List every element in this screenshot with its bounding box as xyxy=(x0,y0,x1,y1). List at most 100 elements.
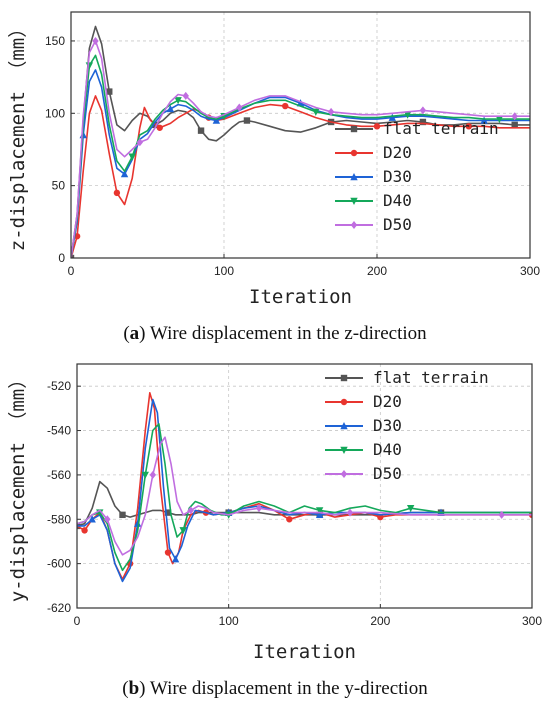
legend-marker xyxy=(350,221,358,229)
data-point xyxy=(182,91,189,100)
data-point xyxy=(212,116,221,124)
data-point xyxy=(403,111,412,119)
y-tick-label: -620 xyxy=(47,601,71,615)
data-point xyxy=(179,527,187,535)
legend-label: D40 xyxy=(373,440,402,459)
data-point xyxy=(495,115,504,124)
data-point xyxy=(236,103,243,112)
legend-label: D50 xyxy=(383,215,412,234)
y-tick-label: -580 xyxy=(47,512,71,526)
plot-frame xyxy=(70,11,531,259)
data-point xyxy=(511,121,518,129)
x-tick-label: 200 xyxy=(367,264,387,278)
legend-marker xyxy=(340,470,348,478)
data-point xyxy=(113,189,121,197)
data-point xyxy=(128,153,136,161)
y-tick-label: 0 xyxy=(58,251,65,265)
y-tick-label: 50 xyxy=(52,179,66,193)
y-axis-title: z-displacement （mm） xyxy=(7,19,29,251)
y-tick-label: 150 xyxy=(45,34,65,48)
x-tick-label: 100 xyxy=(214,264,234,278)
data-point xyxy=(85,62,94,70)
legend-marker xyxy=(340,374,348,382)
data-point xyxy=(136,138,144,147)
data-point xyxy=(315,510,324,519)
data-point xyxy=(312,108,320,116)
data-point xyxy=(286,516,293,523)
series-line-d40 xyxy=(71,54,530,258)
legend-marker xyxy=(340,446,348,454)
y-tick-label: 100 xyxy=(45,106,65,120)
data-point xyxy=(243,117,251,124)
data-point xyxy=(406,504,415,513)
legend-marker xyxy=(340,422,348,430)
legend-label: D40 xyxy=(383,191,412,210)
data-point xyxy=(498,510,505,519)
x-axis-title: Iteration xyxy=(249,286,352,308)
figure-caption: (a) Wire displacement in the z-direction xyxy=(123,323,427,344)
y-tick-label: -560 xyxy=(47,468,71,482)
data-point xyxy=(327,107,335,116)
data-point xyxy=(187,506,194,515)
legend: flat terrain D20 D30 D40 D50 xyxy=(325,368,489,483)
figure-caption: (b) Wire displacement in the y-direction xyxy=(122,678,428,699)
legend-label: flat terrain xyxy=(383,119,499,138)
data-point xyxy=(141,471,149,479)
data-point xyxy=(465,123,472,130)
legend-label: flat terrain xyxy=(373,368,489,387)
chart-z-displacement: 0 100 200 300 0 50 100 150 Iteration z-displaceme… xyxy=(7,11,540,344)
data-point xyxy=(419,106,427,115)
data-point xyxy=(511,112,518,121)
series-group xyxy=(71,25,530,258)
data-point xyxy=(149,470,157,479)
data-point xyxy=(166,104,175,113)
legend-marker xyxy=(350,173,358,181)
data-point xyxy=(133,519,142,527)
data-point xyxy=(373,123,381,130)
y-tick-label: -600 xyxy=(47,557,71,571)
legend-marker xyxy=(350,149,358,157)
x-tick-label: 300 xyxy=(520,264,540,278)
series-line-d20 xyxy=(77,392,532,580)
data-point xyxy=(315,507,324,515)
data-point xyxy=(164,509,172,516)
data-point xyxy=(81,527,88,534)
data-point xyxy=(388,113,396,121)
y-axis-title: y-displacement （mm） xyxy=(7,370,29,602)
x-tick-label: 100 xyxy=(219,614,239,628)
x-tick-label: 0 xyxy=(68,264,75,278)
x-tick-label: 200 xyxy=(370,614,390,628)
data-point xyxy=(171,555,180,563)
series-line-d40 xyxy=(77,423,532,572)
data-point xyxy=(419,118,427,126)
data-point xyxy=(164,549,172,556)
plot-frame xyxy=(76,363,533,609)
series-line-d50 xyxy=(77,436,532,556)
data-point xyxy=(255,504,263,513)
y-tick-label: -540 xyxy=(47,424,71,438)
x-tick-label: 0 xyxy=(74,614,81,628)
data-point xyxy=(197,127,205,134)
legend-label: D30 xyxy=(373,416,402,435)
data-point xyxy=(282,102,289,110)
legend: flat terrain D20 D30 D40 D50 xyxy=(335,119,499,234)
series-group xyxy=(77,392,532,583)
data-point xyxy=(71,254,75,258)
data-point xyxy=(174,97,182,105)
y-tick-label: -520 xyxy=(47,379,71,393)
data-point xyxy=(88,515,96,523)
data-point xyxy=(120,170,129,178)
data-point xyxy=(346,508,354,517)
legend-marker xyxy=(340,398,348,406)
legend-marker xyxy=(350,197,358,205)
legend-label: D20 xyxy=(373,392,402,411)
series-line-d30 xyxy=(71,69,530,258)
data-point xyxy=(92,36,99,45)
chart-y-displacement: 0 100 200 300 -520 -540 -560 -580 -600 -620 Iterat… xyxy=(7,363,542,699)
legend-label: D30 xyxy=(383,167,412,186)
data-point xyxy=(106,88,113,95)
series-line-d50 xyxy=(71,40,530,258)
data-point xyxy=(119,511,126,519)
x-axis-title: Iteration xyxy=(253,641,356,663)
